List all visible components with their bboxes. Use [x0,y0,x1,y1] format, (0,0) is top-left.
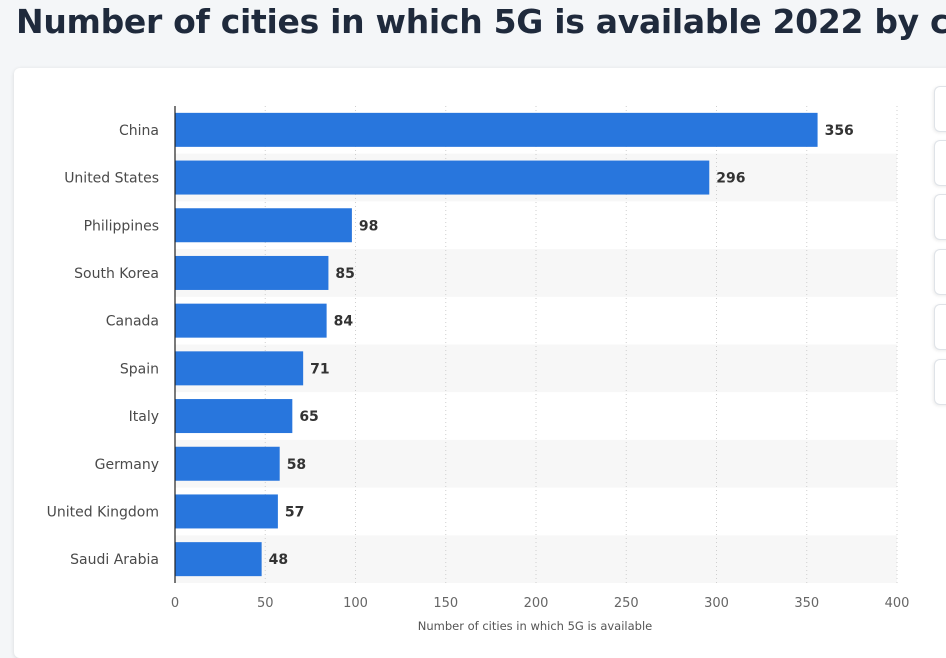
side-tab-2[interactable] [934,140,946,186]
x-tick-label: 0 [171,596,179,611]
bar-china [175,112,818,147]
side-tab-5[interactable] [934,304,946,350]
data-label: 57 [285,504,304,520]
data-label: 85 [335,266,354,282]
bar-saudi-arabia [175,542,262,577]
category-label: Saudi Arabia [70,552,159,568]
data-label: 98 [359,218,378,234]
category-label: South Korea [74,266,159,282]
x-tick-label: 100 [343,596,368,611]
data-label: 296 [716,171,745,187]
side-tab-3[interactable] [934,194,946,240]
category-label: Italy [129,409,159,425]
bar-philippines [175,208,352,243]
page-title: Number of cities in which 5G is availabl… [16,2,946,41]
data-label: 84 [334,314,354,330]
bar-united-states [175,160,710,195]
category-label: United States [64,171,159,187]
x-tick-label: 350 [794,596,819,611]
row-stripe [175,439,897,488]
category-label: Philippines [84,218,159,234]
x-axis-title: Number of cities in which 5G is availabl… [418,619,652,633]
category-label: China [119,123,159,139]
bar-germany [175,446,280,481]
bar-spain [175,351,304,386]
category-label: United Kingdom [47,504,159,520]
bar-united-kingdom [175,494,278,529]
category-label: Canada [106,314,159,330]
x-tick-label: 250 [614,596,639,611]
x-tick-label: 400 [885,596,910,611]
x-tick-label: 50 [257,596,274,611]
x-tick-label: 150 [433,596,458,611]
side-tab-6[interactable] [934,359,946,405]
side-tab-1[interactable] [934,86,946,132]
row-stripe [175,535,897,583]
data-label: 356 [825,123,854,139]
x-tick-label: 200 [524,596,549,611]
bar-italy [175,399,293,434]
bar-south-korea [175,255,329,290]
side-tab-4[interactable] [934,249,946,295]
category-label: Spain [120,361,159,377]
category-label: Germany [95,457,159,473]
bar-canada [175,303,327,338]
data-label: 71 [310,361,329,377]
data-label: 48 [269,552,288,568]
data-label: 65 [299,409,318,425]
x-tick-label: 300 [704,596,729,611]
data-label: 58 [287,457,306,473]
